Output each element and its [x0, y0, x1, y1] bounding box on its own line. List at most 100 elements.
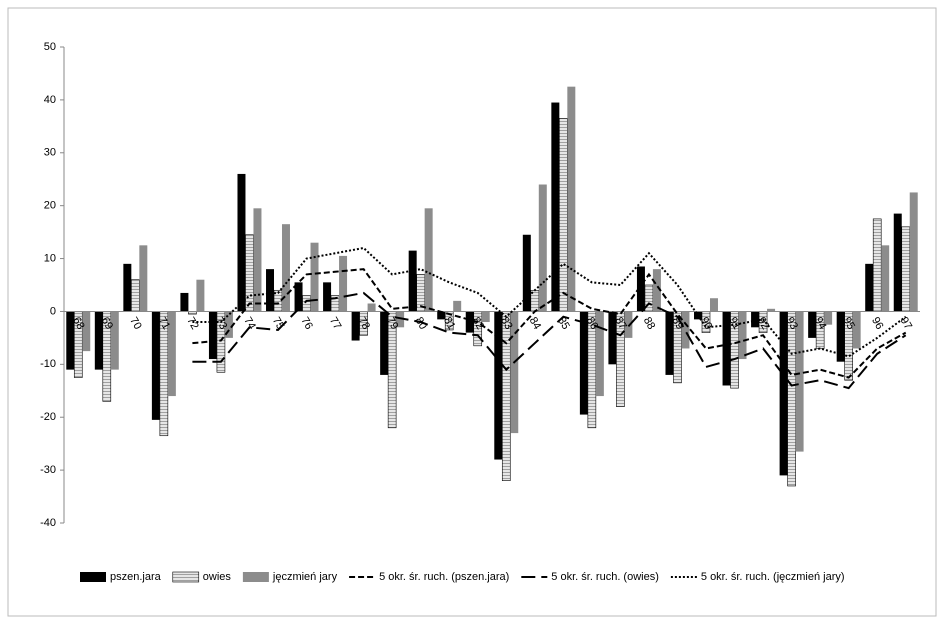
bar — [408, 250, 417, 312]
bar — [722, 311, 731, 386]
x-tick-label: 96 — [869, 315, 886, 332]
y-tick-label: -40 — [40, 517, 56, 529]
x-tick-label: 75 — [270, 315, 287, 332]
x-tick-label: 86 — [584, 315, 601, 332]
x-tick-label: 95 — [840, 315, 857, 332]
bar — [522, 234, 531, 312]
x-tick-label: 69 — [99, 315, 116, 332]
bar — [266, 269, 275, 312]
bar — [481, 311, 490, 323]
bar — [559, 118, 568, 312]
x-tick-label: 76 — [298, 315, 315, 332]
x-tick-label: 87 — [612, 315, 629, 332]
x-tick-label: 78 — [355, 315, 372, 332]
bar — [323, 282, 332, 312]
legend-swatch — [242, 572, 269, 582]
bar — [110, 311, 119, 370]
y-tick-label: 0 — [50, 305, 56, 317]
bar — [636, 266, 645, 312]
bar — [396, 311, 405, 328]
bar — [196, 279, 205, 312]
bar — [824, 311, 833, 325]
x-tick-label: 93 — [783, 315, 800, 332]
bar — [624, 311, 633, 338]
legend-label: 5 okr. śr. ruch. (pszen.jara) — [379, 571, 509, 583]
bar — [836, 311, 845, 362]
bar — [579, 311, 588, 415]
bar — [893, 213, 902, 312]
bar — [865, 263, 874, 312]
bar — [123, 263, 132, 312]
bar — [567, 86, 576, 312]
bar — [751, 311, 760, 328]
bar — [437, 311, 446, 320]
moving-average-line — [192, 268, 907, 379]
y-tick-label: -20 — [40, 411, 56, 423]
bar — [380, 311, 389, 375]
bar — [787, 311, 796, 487]
bar — [595, 311, 604, 397]
x-tick-label: 82 — [470, 315, 487, 332]
bar — [901, 226, 911, 312]
bar — [608, 311, 617, 365]
bar — [501, 311, 511, 481]
bar — [294, 282, 303, 312]
x-tick-label: 79 — [384, 315, 401, 332]
y-tick-label: -10 — [40, 358, 56, 370]
bar — [351, 311, 360, 341]
bar — [424, 208, 433, 312]
x-tick-label: 77 — [327, 315, 344, 332]
bar — [795, 311, 804, 452]
bar — [652, 269, 661, 312]
bar — [510, 311, 519, 434]
x-tick-label: 92 — [755, 315, 772, 332]
legend-label: 5 okr. śr. ruch. (owies) — [551, 571, 659, 583]
legend-label: jęczmień jary — [272, 571, 338, 583]
bar — [881, 245, 890, 312]
x-tick-label: 70 — [127, 315, 144, 332]
bar — [94, 311, 103, 370]
moving-average-line — [192, 246, 907, 358]
bar — [131, 279, 140, 312]
bar — [237, 173, 246, 312]
x-tick-label: 97 — [898, 315, 915, 332]
legend-swatch — [172, 571, 200, 583]
legend-swatch — [80, 572, 106, 582]
bar — [310, 242, 319, 312]
bar — [302, 295, 311, 312]
bar — [538, 184, 547, 312]
legend-label: owies — [203, 571, 232, 583]
x-tick-label: 72 — [184, 315, 201, 332]
bar — [245, 234, 254, 312]
bar — [465, 311, 474, 333]
x-tick-label: 80 — [412, 315, 429, 332]
y-tick-label: 30 — [44, 147, 56, 159]
bar — [453, 300, 462, 312]
x-tick-label: 71 — [156, 315, 173, 332]
bar — [665, 311, 674, 375]
bar — [709, 298, 718, 312]
legend-label: 5 okr. śr. ruch. (jęczmień jary) — [701, 571, 845, 583]
x-tick-label: 90 — [698, 315, 715, 332]
x-tick-label: 68 — [70, 315, 87, 332]
bar — [82, 311, 91, 352]
bar — [208, 311, 217, 360]
bar — [852, 311, 861, 349]
bar — [167, 311, 176, 397]
bar — [151, 311, 160, 420]
x-tick-label: 84 — [527, 315, 544, 332]
bar — [339, 255, 348, 312]
bar — [909, 192, 918, 312]
bar — [738, 311, 747, 360]
x-tick-label: 88 — [641, 315, 658, 332]
x-tick-label: 83 — [498, 315, 515, 332]
bar — [779, 311, 788, 476]
y-tick-label: 50 — [44, 41, 56, 53]
bar — [253, 208, 262, 312]
bar — [139, 245, 148, 312]
bar — [551, 102, 560, 312]
x-tick-label: 89 — [669, 315, 686, 332]
bar — [281, 224, 290, 312]
